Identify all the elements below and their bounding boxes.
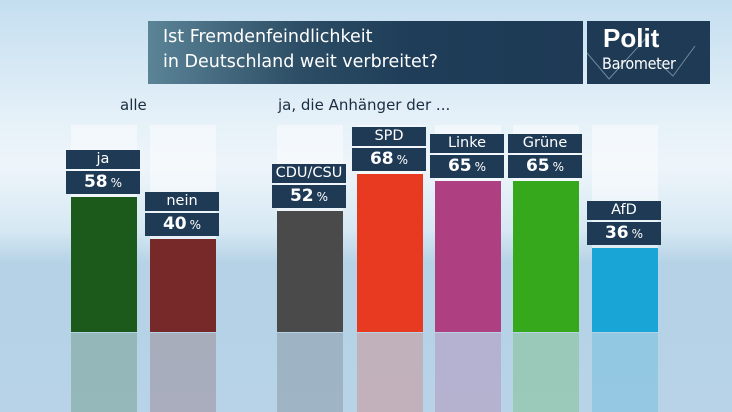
group-label-alle: alle xyxy=(120,96,147,114)
chart-title-box: Ist Fremdenfeindlichkeit in Deutschland … xyxy=(148,21,583,84)
bar-grüne xyxy=(513,181,579,332)
chart-title-line-2: in Deutschland weit verbreitet? xyxy=(163,52,438,72)
bar-ja xyxy=(71,197,137,332)
bar-value-label: 36% xyxy=(587,222,661,245)
bar-value-number: 58 xyxy=(83,172,108,192)
bar-category-label: CDU/CSU xyxy=(272,164,346,183)
bar-value-number: 65 xyxy=(525,156,550,176)
bar-value-number: 52 xyxy=(289,186,314,206)
bar-spd xyxy=(357,174,423,332)
bar-value-unit: % xyxy=(396,153,409,167)
logo-text-barometer: Barometer xyxy=(602,54,676,73)
checkmark-icon xyxy=(587,36,696,80)
bar-value-number: 68 xyxy=(369,149,394,169)
bar-value-number: 65 xyxy=(447,156,472,176)
bar-reflection xyxy=(357,333,423,412)
bar-value-number: 36 xyxy=(604,223,629,243)
bar-reflection xyxy=(592,333,658,412)
bar-value-unit: % xyxy=(316,190,329,204)
bar-category-label: Grüne xyxy=(508,134,582,153)
chart-title-line-1: Ist Fremdenfeindlichkeit xyxy=(163,27,373,47)
bar-value-number: 40 xyxy=(162,214,187,234)
group-label-anhaenger: ja, die Anhänger der ... xyxy=(278,96,451,114)
bar-category-label: ja xyxy=(66,150,140,169)
bar-reflection xyxy=(435,333,501,412)
bar-value-label: 40% xyxy=(145,213,219,236)
bar-value-label: 65% xyxy=(430,155,504,178)
bar-reflection xyxy=(71,333,137,412)
bar-nein xyxy=(150,239,216,332)
bar-linke xyxy=(435,181,501,332)
bar-reflection xyxy=(277,333,343,412)
bar-category-label: nein xyxy=(145,192,219,211)
bar-category-label: SPD xyxy=(352,127,426,146)
bar-value-unit: % xyxy=(474,160,487,174)
bar-value-label: 65% xyxy=(508,155,582,178)
bar-value-unit: % xyxy=(552,160,565,174)
bar-value-unit: % xyxy=(631,227,644,241)
bar-value-unit: % xyxy=(110,176,123,190)
bar-cducsu xyxy=(277,211,343,332)
bar-value-label: 52% xyxy=(272,185,346,208)
bar-reflection xyxy=(150,333,216,412)
bar-category-label: Linke xyxy=(430,134,504,153)
bar-value-unit: % xyxy=(189,218,202,232)
bar-value-label: 58% xyxy=(66,171,140,194)
politbarometer-logo: Polit Barometer xyxy=(587,21,710,84)
logo-text-polit: Polit xyxy=(603,23,660,53)
bar-category-label: AfD xyxy=(587,201,661,220)
bar-value-label: 68% xyxy=(352,148,426,171)
bar-reflection xyxy=(513,333,579,412)
bar-afd xyxy=(592,248,658,332)
